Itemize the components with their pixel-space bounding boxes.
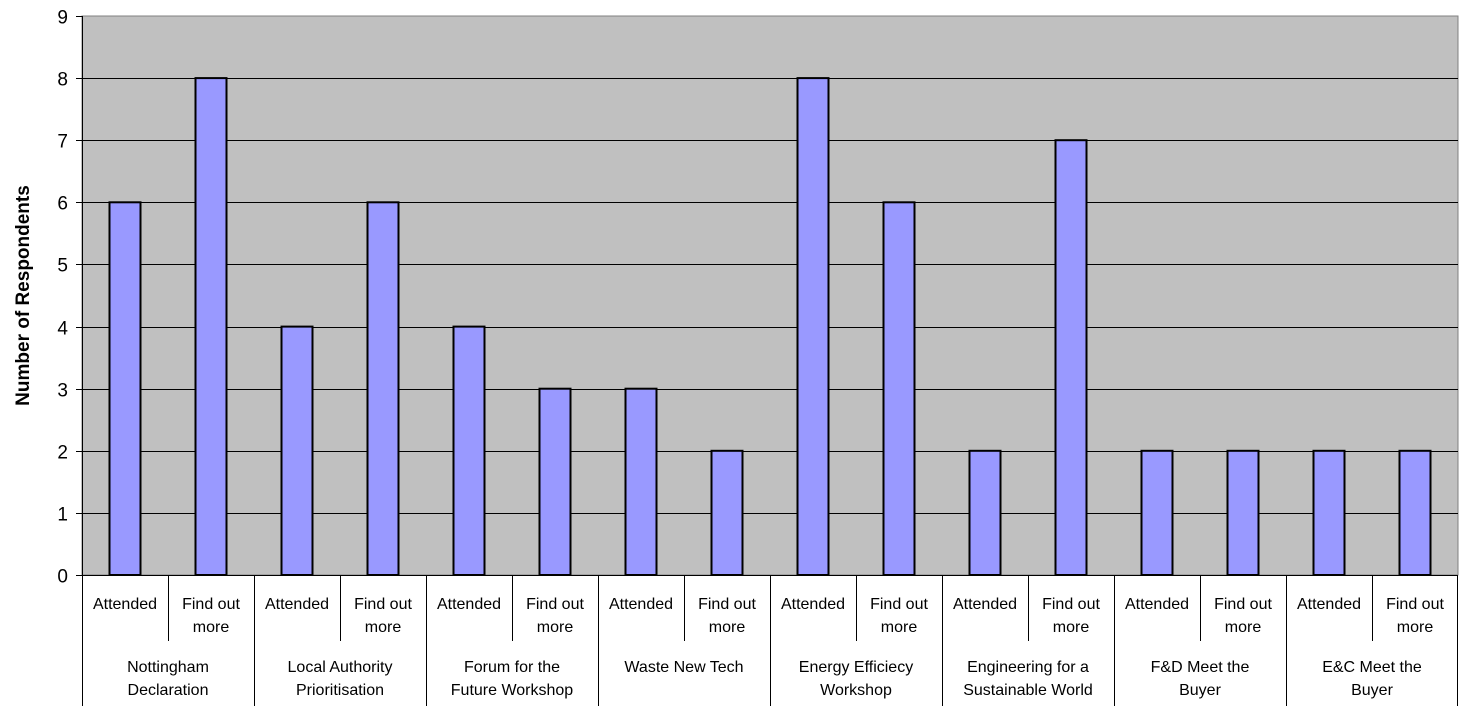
y-tick-label: 7 [57,132,68,153]
y-tick-label: 2 [57,443,68,464]
bar [366,201,400,577]
x-group-label: Prioritisation [296,682,384,699]
x-category-label: Attended [609,596,673,613]
x-group-label: F&D Meet the [1151,659,1250,676]
x-group-label: Local Authority [288,659,393,676]
x-category-label: Find out [1214,596,1272,613]
y-tick-label: 5 [57,256,68,277]
x-group-label: E&C Meet the [1322,659,1422,676]
y-axis-label: Number of Respondents [13,185,34,406]
x-category-label: Find out [1042,596,1100,613]
bar-series [108,77,1432,577]
bar [1398,449,1432,576]
x-group-label: Declaration [128,682,209,699]
x-category-label: more [193,619,230,636]
x-group-label: Future Workshop [451,682,574,699]
y-tick-label: 9 [57,8,68,29]
x-group-label: Buyer [1179,682,1221,699]
bar [710,449,744,576]
bar [538,387,572,577]
x-category-label: Find out [526,596,584,613]
x-group-label: Sustainable World [963,682,1093,699]
x-category-label: more [709,619,746,636]
x-category-label: Attended [93,596,157,613]
x-category-label: Find out [1386,596,1444,613]
bar [194,77,228,576]
bar [1312,449,1346,576]
x-category-label: more [537,619,574,636]
x-category-label: more [881,619,918,636]
bar [968,449,1002,576]
y-tick-label: 1 [57,505,68,526]
bar [452,325,486,576]
x-category-label: Attended [781,596,845,613]
x-group-label: Buyer [1351,682,1393,699]
x-category-label: Attended [953,596,1017,613]
bar [796,77,830,576]
x-category-label: more [365,619,402,636]
x-axis: Attended Find out more Nottingham Declaratio… [82,575,1458,706]
y-tick-label: 6 [57,194,68,215]
x-category-label: Find out [182,596,240,613]
x-category-label: more [1225,619,1262,636]
x-category-label: more [1397,619,1434,636]
bar [280,325,314,576]
bar [624,387,658,577]
x-group-label: Engineering for a [967,659,1089,676]
x-category-label: Find out [698,596,756,613]
x-category-label: Find out [354,596,412,613]
bar [1054,139,1088,576]
y-tick-label: 3 [57,381,68,402]
x-group-label: Nottingham [127,659,209,676]
bar [1226,449,1260,576]
bar [1140,449,1174,576]
bar [882,201,916,577]
x-category-label: Attended [265,596,329,613]
x-group-label: Forum for the [464,659,560,676]
x-group-label: Workshop [820,682,892,699]
x-category-label: Attended [1125,596,1189,613]
y-axis: 0 1 2 3 4 5 6 7 8 9 [57,8,83,588]
y-tick-label: 4 [57,319,68,340]
y-tick-label: 8 [57,70,68,91]
x-category-label: Attended [437,596,501,613]
x-category-label: Attended [1297,596,1361,613]
x-category-label: Find out [870,596,928,613]
bar [108,201,142,577]
x-group-label: Energy Efficiecy [799,659,913,676]
x-category-label: more [1053,619,1090,636]
y-tick-label: 0 [57,567,68,588]
x-group-label: Waste New Tech [624,659,743,676]
